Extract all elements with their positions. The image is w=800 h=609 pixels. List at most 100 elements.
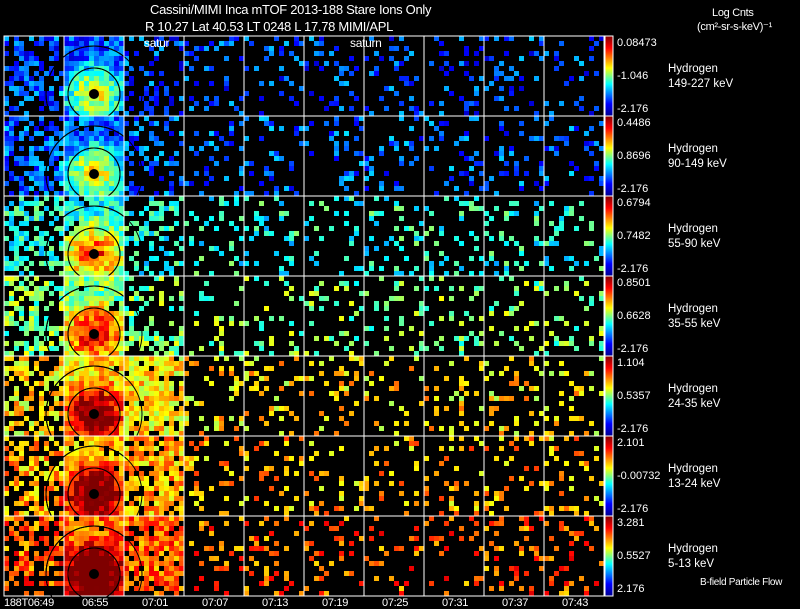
heatmap-cell [559,526,564,531]
heatmap-cell [214,586,219,591]
colorbar [604,35,614,117]
heatmap-cell [129,106,134,111]
heatmap-cell [169,361,174,366]
heatmap-cell [109,456,114,461]
heatmap-cell [34,236,39,241]
heatmap-cell [64,116,69,121]
heatmap-cell [159,141,164,146]
heatmap-cell [4,211,9,216]
heatmap-cell [559,216,564,221]
heatmap-cell [74,181,79,186]
heatmap-cell [64,76,69,81]
heatmap-cell [479,206,484,211]
heatmap-cell [74,256,79,261]
heatmap-cell [369,536,374,541]
heatmap-cell [99,191,104,196]
heatmap-cell [134,576,139,581]
heatmap-cell [409,96,414,101]
heatmap-cell [79,206,84,211]
heatmap-cell [554,151,559,156]
heatmap-cell [79,261,84,266]
heatmap-cell [129,416,134,421]
heatmap-cell [84,276,89,281]
heatmap-cell [354,266,359,271]
heatmap-cell [9,146,14,151]
heatmap-cell [269,576,274,581]
heatmap-cell [89,301,94,306]
heatmap-cell [64,321,69,326]
heatmap-cell [119,331,124,336]
heatmap-cell [64,191,69,196]
heatmap-cell [89,111,94,116]
heatmap-cell [129,296,134,301]
heatmap-cell [399,36,404,41]
heatmap-cell [374,576,379,581]
heatmap-cell [24,491,29,496]
heatmap-cell [84,406,89,411]
heatmap-cell [99,571,104,576]
heatmap-cell [124,226,129,231]
heatmap-cell [149,456,154,461]
heatmap-cell [154,331,159,336]
heatmap-cell [539,511,544,516]
heatmap-cell [454,196,459,201]
heatmap-cell [304,141,309,146]
heatmap-cell [169,321,174,326]
heatmap-cell [59,141,64,146]
heatmap-cell [99,56,104,61]
heatmap-cell [19,66,24,71]
heatmap-cell [24,371,29,376]
heatmap-cell [139,516,144,521]
heatmap-cell [104,61,109,66]
heatmap-cell [474,91,479,96]
heatmap-cell [69,271,74,276]
heatmap-cell [159,216,164,221]
heatmap-cell [24,76,29,81]
heatmap-cell [94,361,99,366]
heatmap-cell [89,336,94,341]
heatmap-cell [144,566,149,571]
heatmap-cell [314,431,319,436]
heatmap-cell [369,36,374,41]
heatmap-cell [129,581,134,586]
heatmap-cell [94,456,99,461]
heatmap-cell [154,356,159,361]
heatmap-cell [74,346,79,351]
heatmap-cell [134,566,139,571]
heatmap-cell [84,561,89,566]
heatmap-cell [89,351,94,356]
heatmap-cell [74,186,79,191]
heatmap-cell [269,336,274,341]
heatmap-cell [34,551,39,556]
heatmap-cell [239,566,244,571]
heatmap-cell [154,466,159,471]
heatmap-cell [359,306,364,311]
heatmap-cell [514,576,519,581]
heatmap-cell [134,51,139,56]
heatmap-cell [84,481,89,486]
heatmap-cell [64,366,69,371]
heatmap-cell [4,51,9,56]
heatmap-cell [69,296,74,301]
heatmap-cell [389,296,394,301]
heatmap-cell [179,541,184,546]
heatmap-cell [19,406,24,411]
heatmap-cell [149,576,154,581]
heatmap-cell [544,591,549,596]
heatmap-cell [64,46,69,51]
heatmap-cell [404,46,409,51]
heatmap-cell [459,36,464,41]
heatmap-cell [239,381,244,386]
colorbar-mid-label: 0.8696 [617,150,651,162]
heatmap-cell [124,111,129,116]
heatmap-cell [439,336,444,341]
heatmap-cell [169,431,174,436]
heatmap-cell [114,586,119,591]
heatmap-cell [154,551,159,556]
heatmap-cell [144,371,149,376]
heatmap-panel [184,196,244,276]
heatmap-cell [394,241,399,246]
heatmap-cell [174,506,179,511]
heatmap-cell [29,561,34,566]
heatmap-cell [64,271,69,276]
